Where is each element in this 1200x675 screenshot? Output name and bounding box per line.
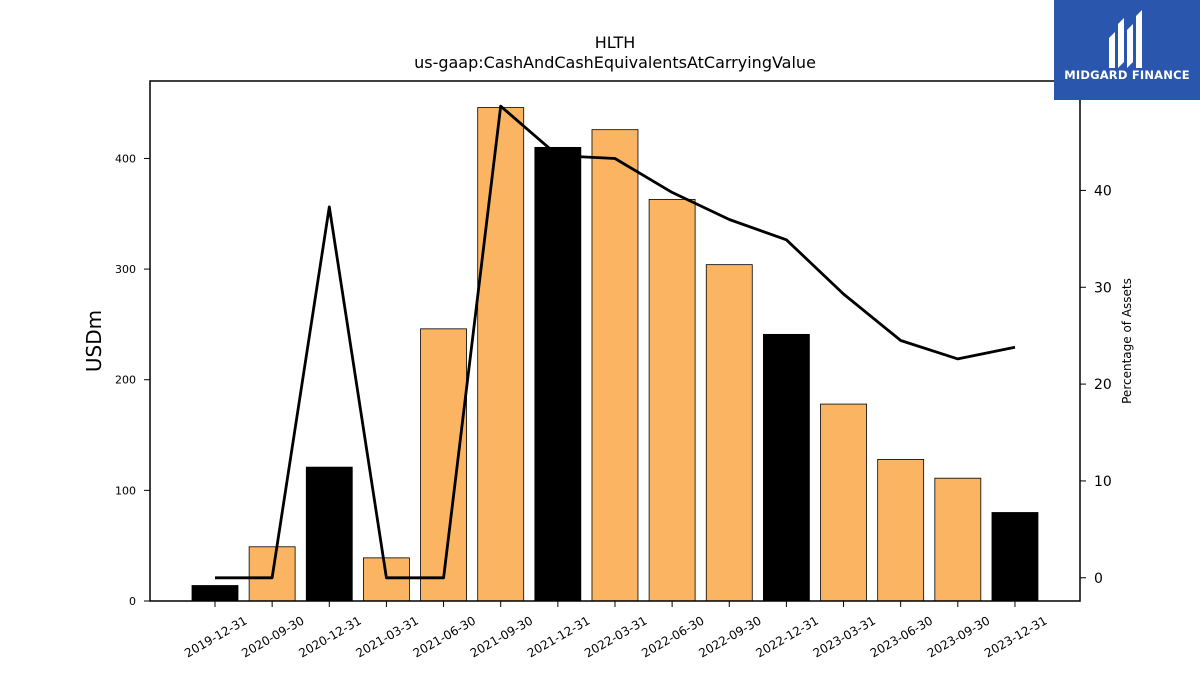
line-series <box>215 104 1016 580</box>
bar-2022-03-31 <box>591 129 639 602</box>
y-tick-label: 0 <box>129 595 136 608</box>
y2-tick-label: 30 <box>1094 280 1112 296</box>
x-tick-label: 2022-03-31 <box>582 613 649 660</box>
bar-2021-06-30 <box>420 328 467 602</box>
y-tick-label: 300 <box>115 263 136 276</box>
logo-background <box>1054 0 1200 100</box>
x-tick-label: 2021-06-30 <box>411 613 478 660</box>
x-axis: 2019-12-312020-09-302020-12-312021-03-31… <box>182 601 1049 660</box>
x-tick-label: 2023-06-30 <box>868 613 935 660</box>
x-tick-label: 2021-09-30 <box>468 613 535 660</box>
y2-axis-label: Percentage of Assets <box>1120 278 1134 404</box>
bar-2023-03-31 <box>820 403 867 602</box>
y-axis-left: 0 100 200 300 400 <box>115 152 150 608</box>
x-tick-label: 2022-12-31 <box>753 613 820 660</box>
x-tick-label: 2021-03-31 <box>354 613 421 660</box>
bar-2023-12-31 <box>991 512 1039 602</box>
y-tick-label: 100 <box>115 484 136 497</box>
y-tick-label: 200 <box>115 374 136 387</box>
bar-2019-12-31 <box>191 585 239 602</box>
bar-2023-06-30 <box>877 458 925 602</box>
bar-2022-09-30 <box>705 264 753 602</box>
y-axis-label: USDm <box>82 310 106 372</box>
y2-tick-label: 20 <box>1094 377 1112 393</box>
bar-2023-09-30 <box>934 477 982 602</box>
y2-tick-label: 10 <box>1094 474 1112 490</box>
bar-2020-12-31 <box>305 466 353 602</box>
chart-subtitle: us-gaap:CashAndCashEquivalentsAtCarrying… <box>414 53 816 72</box>
x-tick-label: 2023-09-30 <box>925 613 992 660</box>
chart-title: HLTH <box>595 33 636 52</box>
y2-tick-label: 0 <box>1094 571 1103 587</box>
x-tick-label: 2021-12-31 <box>525 613 592 660</box>
x-tick-label: 2019-12-31 <box>182 613 249 660</box>
percentage-line <box>215 104 1016 580</box>
midgard-finance-logo: MIDGARD FINANCE <box>1054 0 1200 100</box>
logo-text: MIDGARD FINANCE <box>1064 68 1190 82</box>
bar-2021-12-31 <box>534 146 582 602</box>
x-tick-label: 2022-09-30 <box>696 613 763 660</box>
x-tick-label: 2022-06-30 <box>639 613 706 660</box>
bar-series <box>191 107 1039 602</box>
x-tick-label: 2023-12-31 <box>982 613 1049 660</box>
x-tick-label: 2020-12-31 <box>296 613 363 660</box>
y-axis-right: 0 10 20 30 40 <box>1080 183 1112 587</box>
bar-2022-12-31 <box>763 333 810 602</box>
bar-2021-09-30 <box>477 107 525 602</box>
bar-2021-03-31 <box>363 557 410 602</box>
x-tick-label: 2023-03-31 <box>811 613 878 660</box>
bar-2022-06-30 <box>648 198 696 602</box>
y2-tick-label: 40 <box>1094 183 1112 199</box>
logo-mark-icon <box>1109 10 1142 68</box>
x-tick-label: 2020-09-30 <box>239 613 306 660</box>
y-tick-label: 400 <box>115 152 136 165</box>
